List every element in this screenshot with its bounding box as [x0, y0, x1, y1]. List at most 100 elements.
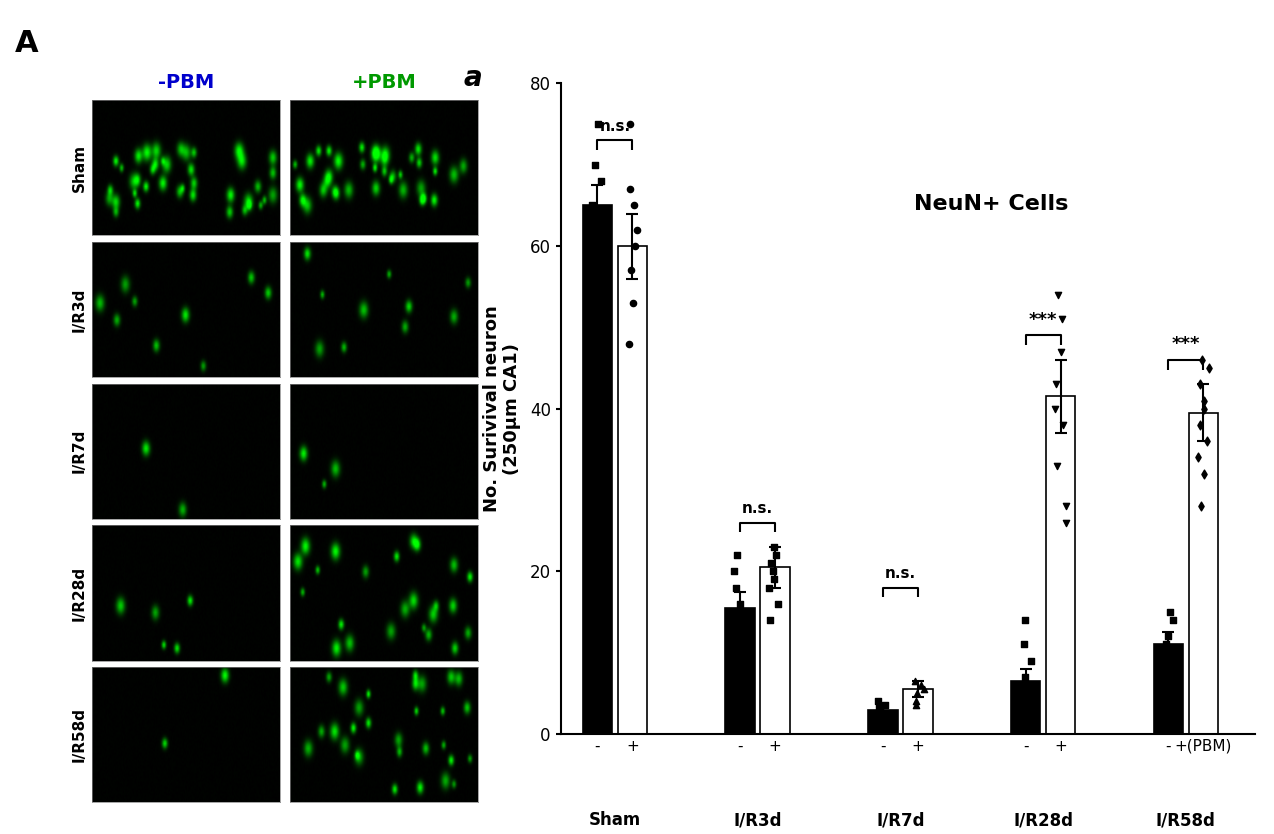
Point [587, 118, 608, 131]
Point [764, 573, 785, 586]
Text: I/R7d: I/R7d [71, 429, 87, 474]
Bar [1046, 396, 1075, 734]
Point [582, 215, 603, 229]
Point [623, 296, 643, 309]
Bar [903, 689, 933, 734]
Point [768, 597, 789, 610]
Point [874, 699, 894, 712]
Text: n.s.: n.s. [741, 501, 773, 516]
Point [907, 686, 927, 700]
Point [906, 699, 926, 712]
Point [585, 158, 605, 172]
Text: Sham: Sham [589, 811, 641, 829]
Point [1153, 686, 1173, 700]
Point [1194, 467, 1214, 480]
Point [877, 707, 897, 721]
Bar [1010, 681, 1041, 734]
Point [1189, 450, 1209, 464]
Text: a: a [464, 64, 482, 92]
Text: ***: *** [1172, 335, 1200, 354]
Point [729, 597, 749, 610]
Point [1047, 459, 1068, 472]
Point [1051, 345, 1071, 359]
Point [1156, 671, 1176, 684]
Text: I/R58d: I/R58d [71, 707, 87, 762]
Point [1163, 662, 1184, 676]
Point [1161, 654, 1181, 667]
Point [1051, 313, 1071, 326]
Point [1014, 638, 1034, 651]
Point [1045, 402, 1065, 415]
Point [1014, 614, 1034, 627]
Bar [761, 567, 790, 734]
Point [1199, 361, 1219, 374]
Point [724, 565, 744, 578]
Point [906, 675, 926, 688]
Point [759, 614, 780, 627]
Point [1019, 703, 1040, 716]
Point [1020, 654, 1041, 667]
Point [626, 239, 646, 253]
Point [1163, 614, 1184, 627]
Point [1054, 419, 1074, 432]
Text: I/R3d: I/R3d [734, 811, 782, 829]
Bar [1189, 413, 1218, 734]
Point [1191, 500, 1212, 513]
Point [913, 682, 934, 696]
Point [1013, 695, 1033, 708]
Text: n.s.: n.s. [885, 566, 916, 581]
Point [1014, 671, 1034, 684]
Point [619, 337, 640, 350]
Point [906, 695, 926, 708]
Bar [1153, 645, 1184, 734]
Point [1190, 419, 1210, 432]
Point [870, 703, 891, 716]
Point [623, 198, 643, 212]
Text: Sham: Sham [71, 143, 87, 192]
Point [627, 223, 647, 237]
Point [727, 549, 748, 562]
Point [590, 239, 610, 253]
Point [592, 264, 613, 277]
Point [733, 614, 753, 627]
Point [733, 662, 753, 676]
Point [764, 540, 785, 554]
Point [869, 701, 889, 715]
Point [911, 679, 931, 692]
Point [1159, 605, 1180, 619]
Point [1156, 638, 1176, 651]
Point [1192, 354, 1213, 367]
Y-axis label: No. Surivival neuron
(250μm CA1): No. Surivival neuron (250μm CA1) [483, 305, 521, 512]
Text: n.s.: n.s. [599, 118, 631, 133]
Point [868, 695, 888, 708]
Point [1164, 646, 1185, 659]
Point [1198, 435, 1218, 448]
Point [591, 174, 612, 188]
Point [1158, 630, 1178, 643]
Point [1190, 378, 1210, 391]
Point [766, 549, 786, 562]
Text: A: A [15, 29, 39, 58]
Point [1194, 402, 1214, 415]
Point [582, 198, 603, 212]
Bar [582, 205, 612, 734]
Point [726, 580, 747, 594]
Point [1049, 289, 1069, 302]
Point [1020, 711, 1041, 724]
Text: I/R28d: I/R28d [71, 565, 87, 620]
Text: ***: *** [1029, 311, 1057, 329]
Text: I/R58d: I/R58d [1156, 811, 1215, 829]
Point [1013, 686, 1033, 700]
Point [620, 264, 641, 277]
Point [759, 580, 780, 594]
Text: I/R28d: I/R28d [1013, 811, 1073, 829]
Text: I/R7d: I/R7d [877, 811, 925, 829]
Text: -PBM: -PBM [158, 73, 214, 92]
Point [729, 638, 749, 651]
Bar [725, 608, 755, 734]
Text: NeuN+ Cells: NeuN+ Cells [913, 194, 1068, 214]
Point [619, 183, 640, 196]
Point [866, 711, 887, 724]
Point [1194, 394, 1214, 407]
Point [763, 565, 784, 578]
